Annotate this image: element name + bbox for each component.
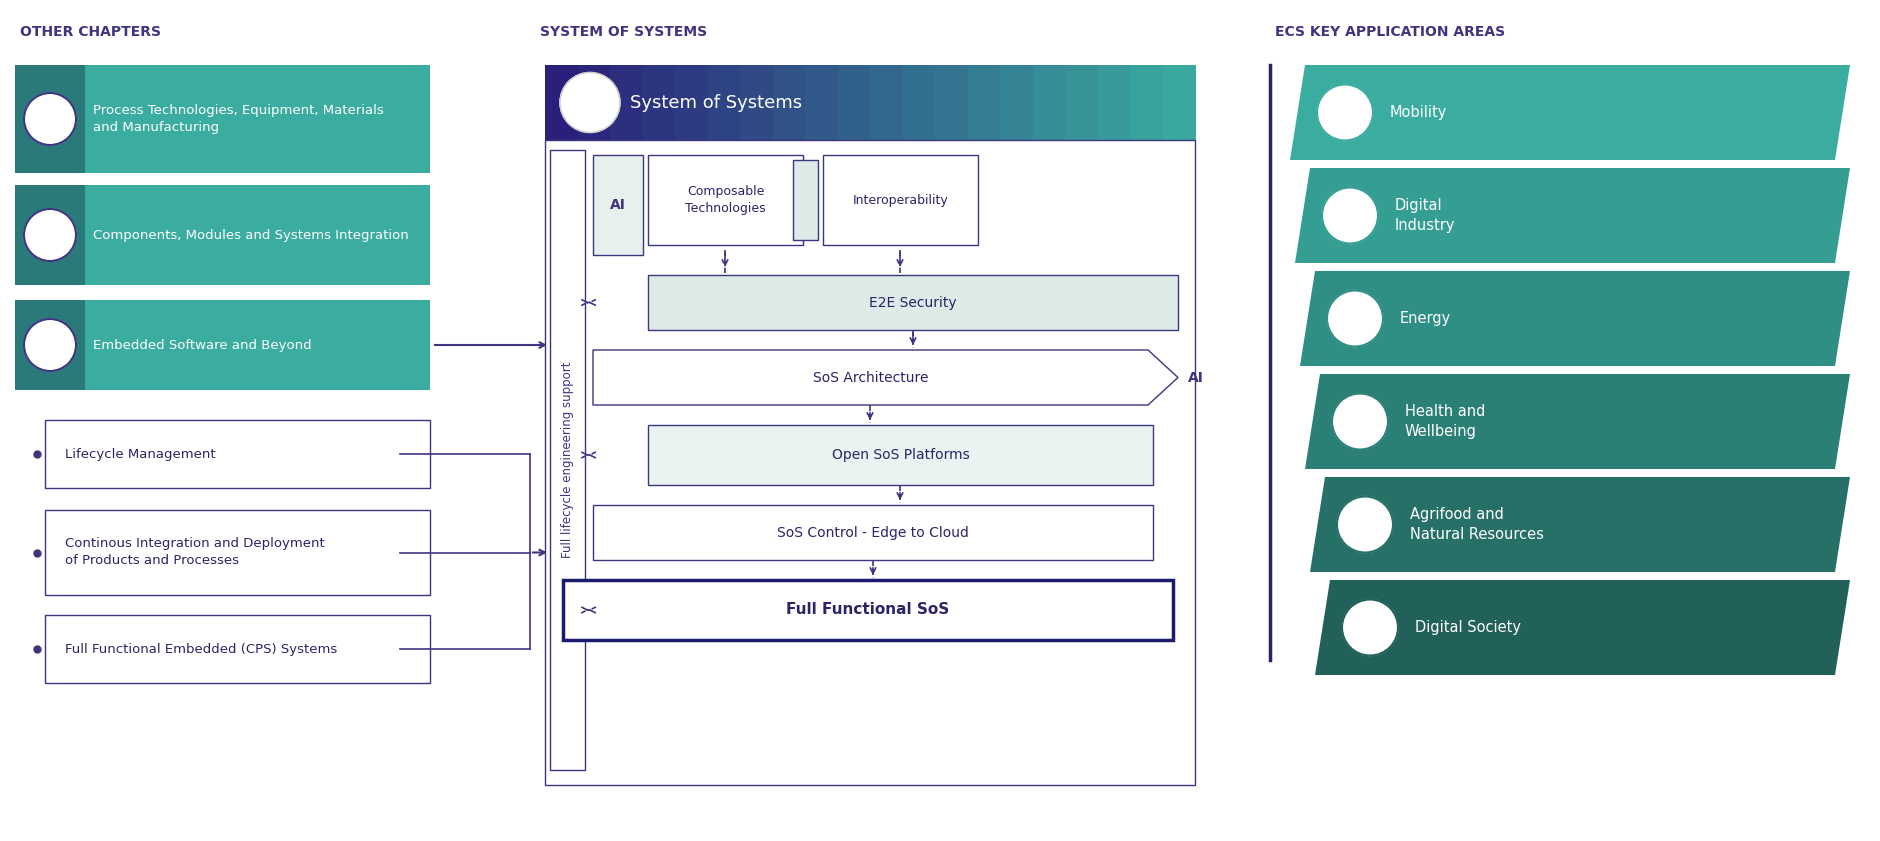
Circle shape bbox=[1327, 290, 1384, 346]
Bar bbox=[707, 65, 741, 140]
Bar bbox=[649, 275, 1179, 330]
Circle shape bbox=[1337, 496, 1393, 553]
Text: Digital
Industry: Digital Industry bbox=[1395, 198, 1455, 233]
Bar bbox=[1000, 65, 1032, 140]
Text: Mobility: Mobility bbox=[1389, 105, 1448, 120]
Circle shape bbox=[24, 319, 75, 371]
Bar bbox=[649, 155, 803, 245]
Bar bbox=[45, 510, 431, 595]
Text: Components, Modules and Systems Integration: Components, Modules and Systems Integrat… bbox=[92, 229, 408, 241]
Text: E2E Security: E2E Security bbox=[869, 295, 957, 309]
Circle shape bbox=[24, 209, 75, 261]
Polygon shape bbox=[1314, 580, 1850, 675]
Bar bbox=[643, 65, 675, 140]
Bar bbox=[968, 65, 1000, 140]
Bar bbox=[592, 155, 643, 255]
Bar bbox=[870, 65, 902, 140]
Bar bbox=[15, 300, 431, 390]
Bar bbox=[805, 65, 838, 140]
Bar bbox=[545, 65, 577, 140]
Text: Agrifood and
Natural Resources: Agrifood and Natural Resources bbox=[1410, 507, 1543, 542]
Text: Continous Integration and Deployment
of Products and Processes: Continous Integration and Deployment of … bbox=[66, 537, 325, 568]
Bar bbox=[592, 505, 1152, 560]
Circle shape bbox=[24, 93, 75, 145]
Bar bbox=[675, 65, 709, 140]
Text: Full Functional Embedded (CPS) Systems: Full Functional Embedded (CPS) Systems bbox=[66, 643, 337, 655]
Text: Interoperability: Interoperability bbox=[854, 193, 948, 207]
Text: Composable
Technologies: Composable Technologies bbox=[684, 185, 765, 215]
Text: Digital Society: Digital Society bbox=[1416, 620, 1521, 635]
Bar bbox=[45, 420, 431, 488]
Bar bbox=[1032, 65, 1066, 140]
Bar bbox=[1130, 65, 1164, 140]
Text: SoS Control - Edge to Cloud: SoS Control - Edge to Cloud bbox=[776, 526, 968, 539]
Bar bbox=[793, 160, 818, 240]
Circle shape bbox=[1318, 84, 1372, 140]
Text: AI: AI bbox=[1188, 371, 1203, 384]
Bar bbox=[545, 140, 1196, 785]
Circle shape bbox=[1322, 188, 1378, 244]
Bar bbox=[15, 65, 431, 173]
Bar bbox=[15, 185, 85, 285]
Bar bbox=[577, 65, 611, 140]
Bar bbox=[823, 155, 978, 245]
Text: Full Functional SoS: Full Functional SoS bbox=[786, 602, 949, 617]
Bar bbox=[609, 65, 643, 140]
Text: Health and
Wellbeing: Health and Wellbeing bbox=[1404, 404, 1485, 439]
Polygon shape bbox=[1290, 65, 1850, 160]
Bar bbox=[1162, 65, 1196, 140]
Bar bbox=[551, 150, 585, 770]
Bar bbox=[15, 65, 85, 173]
Text: Process Technologies, Equipment, Materials
and Manufacturing: Process Technologies, Equipment, Materia… bbox=[92, 104, 384, 134]
Bar bbox=[934, 65, 968, 140]
Text: AI: AI bbox=[611, 198, 626, 212]
Polygon shape bbox=[1310, 477, 1850, 572]
Polygon shape bbox=[1305, 374, 1850, 469]
Text: Open SoS Platforms: Open SoS Platforms bbox=[831, 448, 970, 462]
Text: OTHER CHAPTERS: OTHER CHAPTERS bbox=[21, 25, 162, 39]
Bar bbox=[741, 65, 773, 140]
Bar bbox=[649, 425, 1152, 485]
Bar bbox=[902, 65, 936, 140]
Bar bbox=[45, 615, 431, 683]
Bar bbox=[15, 185, 431, 285]
Text: SoS Architecture: SoS Architecture bbox=[812, 371, 929, 384]
Bar bbox=[1064, 65, 1098, 140]
Text: Full lifecycle engineering support: Full lifecycle engineering support bbox=[560, 362, 573, 558]
Bar bbox=[562, 580, 1173, 640]
Text: System of Systems: System of Systems bbox=[630, 93, 803, 112]
Polygon shape bbox=[592, 350, 1179, 405]
Text: Energy: Energy bbox=[1401, 311, 1451, 326]
Bar bbox=[773, 65, 805, 140]
Text: SYSTEM OF SYSTEMS: SYSTEM OF SYSTEMS bbox=[540, 25, 707, 39]
Bar bbox=[15, 300, 85, 390]
Polygon shape bbox=[1299, 271, 1850, 366]
Text: Lifecycle Management: Lifecycle Management bbox=[66, 447, 216, 461]
Text: ECS KEY APPLICATION AREAS: ECS KEY APPLICATION AREAS bbox=[1275, 25, 1506, 39]
Text: Embedded Software and Beyond: Embedded Software and Beyond bbox=[92, 338, 312, 352]
Polygon shape bbox=[1295, 168, 1850, 263]
Circle shape bbox=[560, 72, 620, 133]
Bar bbox=[1098, 65, 1130, 140]
Bar bbox=[837, 65, 870, 140]
Circle shape bbox=[1342, 600, 1399, 655]
Circle shape bbox=[1333, 394, 1387, 449]
